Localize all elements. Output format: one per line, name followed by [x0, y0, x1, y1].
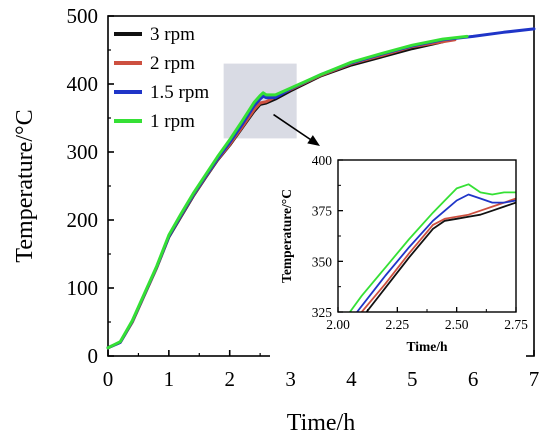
inset-background — [270, 154, 526, 358]
x-tick-label-3: 3 — [285, 367, 296, 391]
y-tick-label-400: 400 — [67, 72, 99, 96]
inset-x-tick-label-2-00: 2.00 — [326, 317, 350, 332]
y-tick-label-500: 500 — [67, 4, 99, 28]
y-axis-label: Temperature/°C — [12, 109, 38, 262]
legend-label-2-rpm: 2 rpm — [150, 53, 195, 74]
inset-x-tick-label-2-50: 2.50 — [445, 317, 469, 332]
inset-y-tick-label-350: 350 — [312, 254, 333, 269]
inset-series-line-1-5-rpm — [356, 193, 516, 312]
x-tick-label-6: 6 — [468, 367, 479, 391]
x-tick-label-5: 5 — [407, 367, 418, 391]
y-tick-label-300: 300 — [67, 140, 99, 164]
legend-label-3-rpm: 3 rpm — [150, 24, 195, 45]
inset-series-group — [349, 183, 516, 312]
inset-series-line-2-rpm — [361, 197, 516, 312]
x-tick-label-7: 7 — [529, 367, 540, 391]
inset-series-line-1-rpm — [349, 183, 516, 312]
zoom-arrow-head — [307, 135, 320, 146]
y-tick-label-200: 200 — [67, 208, 99, 232]
y-tick-label-0: 0 — [88, 344, 99, 368]
x-tick-label-2: 2 — [224, 367, 235, 391]
inset-x-tick-label-2-25: 2.25 — [386, 317, 410, 332]
inset-y-tick-label-375: 375 — [312, 204, 333, 219]
inset-x-axis-label: Time/h — [406, 339, 447, 354]
inset-y-tick-label-400: 400 — [312, 153, 333, 168]
series-line-1-rpm — [106, 34, 469, 350]
x-tick-label-1: 1 — [164, 367, 175, 391]
inset-y-tick-label-325: 325 — [312, 305, 333, 320]
inset-series-line-3-rpm — [365, 201, 516, 312]
legend-label-1-rpm: 1 rpm — [150, 111, 195, 132]
x-tick-label-4: 4 — [346, 367, 357, 391]
x-tick-label-0: 0 — [103, 367, 114, 391]
inset-x-tick-label-2-75: 2.75 — [504, 317, 528, 332]
inset-y-axis-label: Temperature/°C — [279, 189, 294, 283]
zoom-arrow-line — [273, 113, 314, 143]
y-tick-label-100: 100 — [67, 276, 99, 300]
legend-label-1-5-rpm: 1.5 rpm — [150, 82, 209, 103]
x-axis-label: Time/h — [287, 410, 355, 436]
